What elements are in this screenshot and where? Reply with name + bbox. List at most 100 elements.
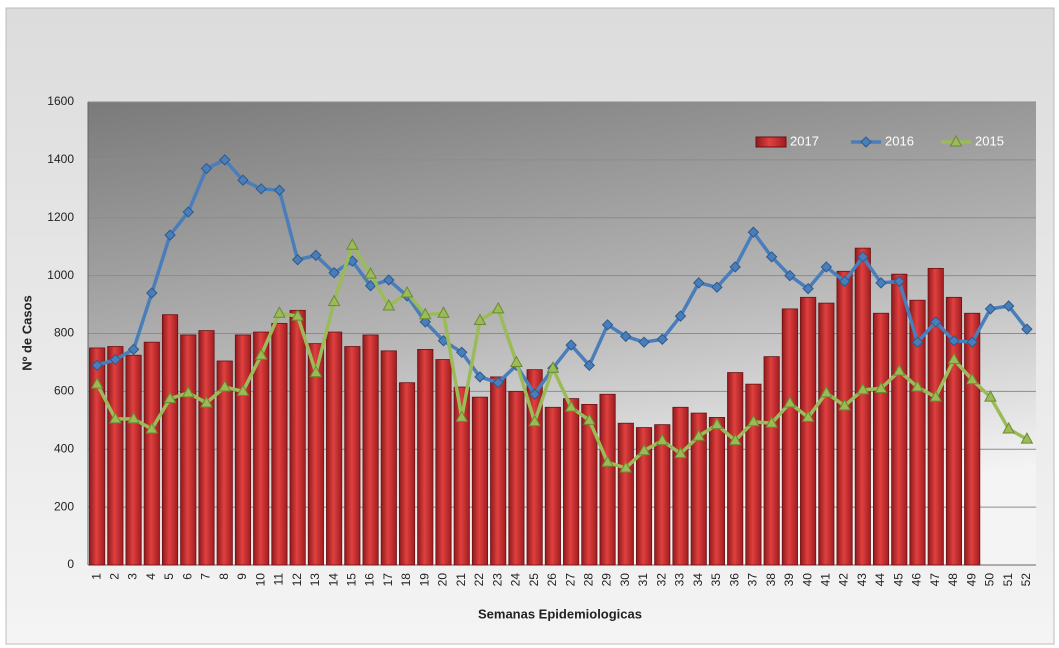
point xyxy=(875,277,887,289)
bar xyxy=(253,331,270,566)
point xyxy=(747,414,760,427)
bar xyxy=(89,347,106,566)
point xyxy=(1020,432,1034,444)
point xyxy=(400,285,414,298)
bar xyxy=(398,382,416,566)
y-tick-label: 0 xyxy=(67,557,74,571)
point xyxy=(892,364,906,376)
point xyxy=(310,249,322,262)
bar xyxy=(800,296,817,566)
point xyxy=(692,429,706,441)
x-tick-label: 21 xyxy=(454,573,468,587)
x-tick-label: 42 xyxy=(837,573,851,587)
legend-label: 2017 xyxy=(790,133,819,148)
x-tick-label: 5 xyxy=(162,573,176,580)
point xyxy=(638,336,650,348)
bar xyxy=(326,331,343,566)
x-tick-label: 31 xyxy=(636,573,650,587)
x-tick-label: 18 xyxy=(399,573,413,587)
point xyxy=(838,275,851,288)
x-tick-label: 7 xyxy=(199,573,213,580)
bar xyxy=(271,322,288,566)
bar xyxy=(453,386,470,566)
point xyxy=(693,277,705,289)
x-tick-label: 30 xyxy=(618,573,632,587)
x-tick-label: 2 xyxy=(108,573,122,580)
point xyxy=(237,174,249,186)
x-tick-label: 13 xyxy=(308,573,322,587)
x-tick-label: 45 xyxy=(891,573,905,587)
line-2015 xyxy=(95,243,1028,470)
bar xyxy=(635,427,653,566)
x-tick-label: 34 xyxy=(691,573,705,587)
x-tick-label: 28 xyxy=(582,573,596,587)
bar xyxy=(617,422,634,566)
point xyxy=(145,421,159,434)
y-tick-label: 200 xyxy=(54,499,74,513)
x-tick-label: 27 xyxy=(563,573,577,587)
x-tick-label: 36 xyxy=(727,573,741,587)
x-tick-label: 49 xyxy=(964,573,978,587)
point xyxy=(802,282,814,295)
bar xyxy=(490,376,507,566)
point xyxy=(565,339,577,351)
point xyxy=(91,359,103,372)
bar xyxy=(435,359,452,566)
x-tick-label: 1 xyxy=(89,573,103,580)
point xyxy=(1002,300,1015,312)
point xyxy=(419,316,431,328)
point xyxy=(346,238,359,250)
bar xyxy=(180,334,197,566)
y-tick-label: 1000 xyxy=(47,268,74,282)
x-tick-label: 16 xyxy=(363,573,377,587)
x-tick-label: 39 xyxy=(782,573,796,587)
point xyxy=(328,267,340,279)
point xyxy=(601,319,614,331)
point xyxy=(619,461,633,473)
bar xyxy=(161,314,179,566)
bar xyxy=(872,312,890,566)
point xyxy=(947,352,961,365)
x-tick-label: 17 xyxy=(381,573,395,587)
point xyxy=(528,414,541,427)
point xyxy=(127,411,140,424)
bar xyxy=(891,273,908,566)
point xyxy=(911,336,924,348)
bar xyxy=(836,270,853,566)
point xyxy=(747,226,760,238)
legend-label: 2016 xyxy=(885,133,914,148)
x-tick-label: 10 xyxy=(253,573,267,587)
point xyxy=(728,433,742,446)
point xyxy=(383,274,395,286)
point xyxy=(418,307,432,320)
bar xyxy=(307,343,324,566)
point xyxy=(181,385,195,398)
bar xyxy=(654,424,671,566)
x-tick-label: 41 xyxy=(819,573,833,587)
point xyxy=(182,206,194,218)
legend-swatch xyxy=(755,136,787,148)
point xyxy=(984,303,997,315)
point xyxy=(146,287,158,299)
point xyxy=(655,433,669,446)
point xyxy=(783,395,797,408)
point xyxy=(564,400,578,412)
point xyxy=(583,413,596,425)
point xyxy=(784,269,796,282)
bar xyxy=(909,299,926,566)
x-tick-label: 50 xyxy=(983,573,997,587)
point xyxy=(254,348,268,360)
x-tick-label: 12 xyxy=(290,573,304,587)
point xyxy=(273,306,286,318)
x-tick-label: 24 xyxy=(509,573,523,587)
point xyxy=(801,410,815,422)
point xyxy=(291,254,304,266)
point xyxy=(1002,421,1015,434)
x-tick-label: 22 xyxy=(472,573,486,587)
bar xyxy=(380,350,397,566)
point xyxy=(948,335,960,347)
bar xyxy=(344,346,361,566)
point xyxy=(327,294,341,307)
point xyxy=(820,261,833,273)
